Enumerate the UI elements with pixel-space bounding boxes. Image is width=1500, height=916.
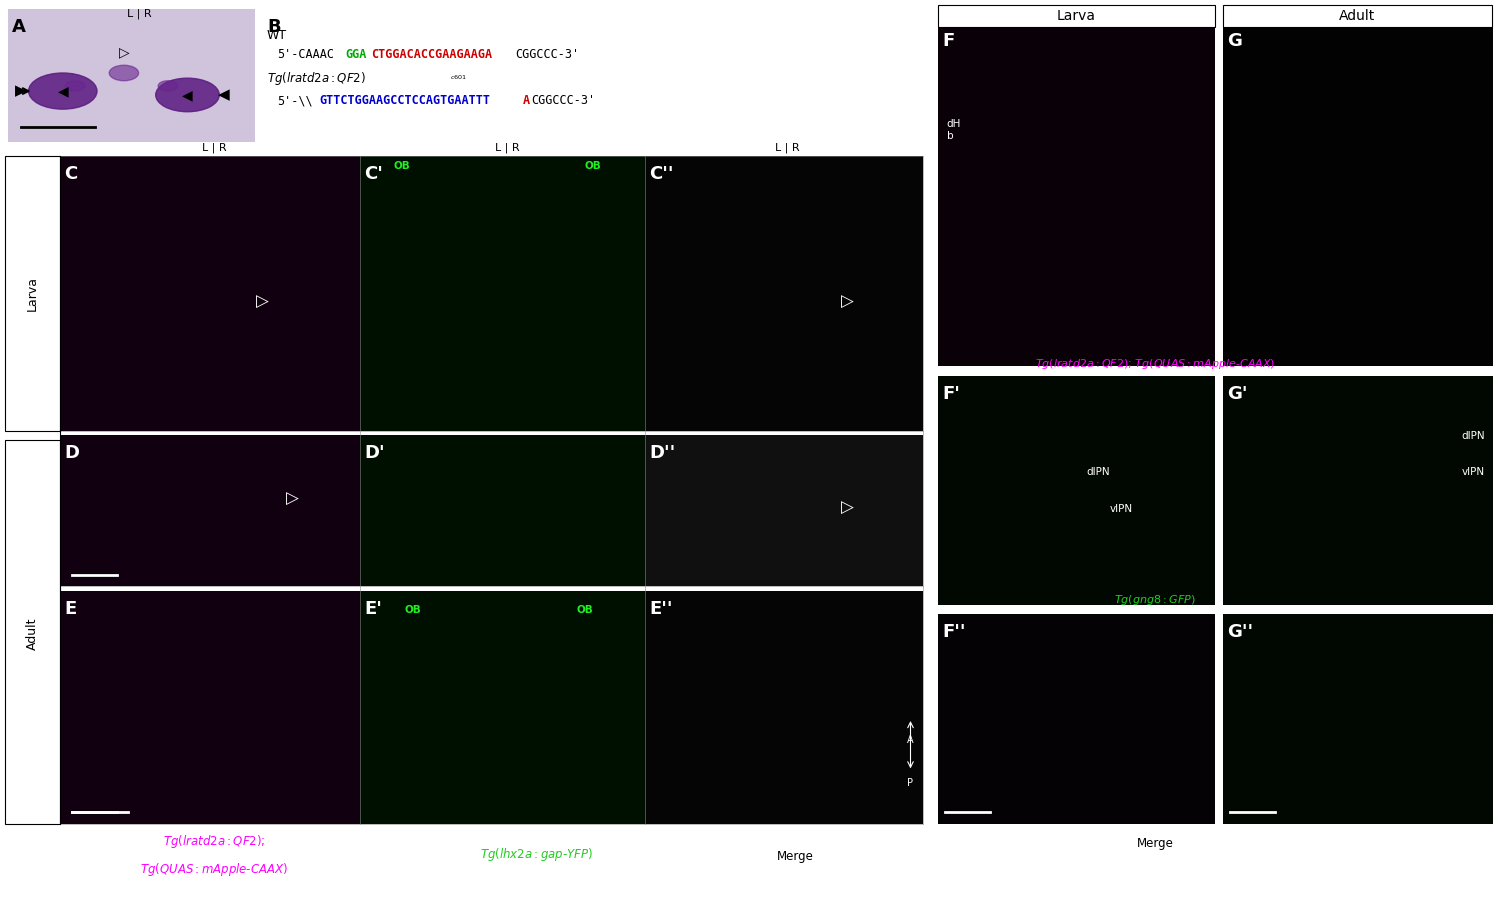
Text: B: B	[267, 18, 280, 37]
Bar	[1222, 614, 1492, 824]
Text: $\it{Tg(lratd2a:QF2)}$; $\it{Tg(QUAS:mApple\text{-}CAAX)}$: $\it{Tg(lratd2a:QF2)}$; $\it{Tg(QUAS:mAp…	[1035, 357, 1275, 371]
Text: G: G	[1227, 32, 1242, 50]
Text: dIPN: dIPN	[1461, 431, 1485, 441]
Bar	[360, 591, 645, 824]
Text: A: A	[12, 18, 26, 37]
Text: Larva: Larva	[26, 276, 39, 311]
Text: D'': D''	[650, 444, 675, 463]
FancyBboxPatch shape	[1222, 5, 1492, 27]
Text: ▷: ▷	[256, 293, 268, 311]
Text: E': E'	[364, 600, 382, 618]
Bar	[262, 9, 862, 142]
Text: P: P	[908, 779, 914, 788]
Text: A: A	[524, 94, 531, 107]
Text: A: A	[908, 736, 914, 745]
Circle shape	[110, 65, 138, 81]
Text: E: E	[64, 600, 76, 618]
Text: GGA: GGA	[345, 48, 366, 60]
Bar	[4, 440, 60, 824]
Text: Larva: Larva	[1056, 9, 1095, 23]
Bar	[938, 614, 1215, 824]
Text: Adult: Adult	[1340, 9, 1376, 23]
Text: F: F	[942, 32, 954, 50]
Text: G'': G''	[1227, 623, 1252, 641]
Bar	[360, 435, 645, 586]
Bar	[60, 435, 360, 586]
Text: CGGCCC-3': CGGCCC-3'	[514, 48, 579, 60]
Bar	[645, 591, 922, 824]
Text: C': C'	[364, 165, 384, 183]
Text: 5'-CAAAC: 5'-CAAAC	[278, 48, 334, 60]
Text: ▷: ▷	[842, 499, 854, 518]
Text: $^{c601}$: $^{c601}$	[450, 74, 466, 83]
Text: CTGGACACCGAAGAAGA: CTGGACACCGAAGAAGA	[370, 48, 492, 60]
Text: Adult: Adult	[26, 617, 39, 650]
Bar	[8, 9, 255, 142]
Text: Merge: Merge	[777, 850, 813, 863]
Text: OB: OB	[393, 161, 411, 171]
Text: F'': F''	[942, 623, 966, 641]
Text: GTTCTGGAAGCCTCCAGTGAATTT: GTTCTGGAAGCCTCCAGTGAATTT	[320, 94, 490, 107]
Text: $\it{Tg(QUAS:mApple\text{-}CAAX)}$: $\it{Tg(QUAS:mApple\text{-}CAAX)}$	[141, 860, 288, 878]
Text: vIPN: vIPN	[1462, 467, 1485, 477]
Text: G': G'	[1227, 385, 1248, 403]
Bar	[645, 156, 922, 431]
Bar	[360, 156, 645, 431]
Circle shape	[28, 73, 98, 109]
Text: ◀: ◀	[57, 84, 68, 98]
Bar	[1222, 23, 1492, 366]
Text: dIPN: dIPN	[1086, 467, 1110, 477]
Text: vIPN: vIPN	[1110, 504, 1132, 514]
Bar	[4, 156, 60, 431]
Text: WT: WT	[267, 29, 286, 42]
Circle shape	[158, 81, 177, 91]
Text: F': F'	[942, 385, 960, 403]
Text: L | R: L | R	[495, 143, 519, 153]
Text: ◀: ◀	[219, 87, 230, 103]
Text: ▷: ▷	[286, 490, 298, 508]
Text: ▷: ▷	[842, 293, 854, 311]
Bar	[1222, 376, 1492, 605]
Text: L | R: L | R	[776, 143, 800, 153]
Text: Merge: Merge	[1137, 837, 1173, 850]
Text: $\it{Tg(lratd2a:QF2)}$: $\it{Tg(lratd2a:QF2)}$	[267, 70, 366, 87]
Text: D: D	[64, 444, 80, 463]
Text: $\it{Tg(gng8:GFP)}$: $\it{Tg(gng8:GFP)}$	[1114, 594, 1196, 607]
Text: D': D'	[364, 444, 386, 463]
Text: C: C	[64, 165, 78, 183]
Text: L | R: L | R	[202, 143, 226, 153]
Bar	[938, 23, 1215, 366]
Text: ▶: ▶	[15, 83, 27, 99]
Text: 5'-\\: 5'-\\	[278, 94, 314, 107]
Bar	[60, 591, 360, 824]
Text: E'': E''	[650, 600, 674, 618]
Text: C'': C''	[650, 165, 674, 183]
Text: $\it{Tg(lhx2a:gap\text{-}YFP)}$: $\it{Tg(lhx2a:gap\text{-}YFP)}$	[480, 845, 594, 863]
Circle shape	[64, 81, 86, 91]
Text: OB: OB	[584, 161, 602, 171]
Text: L | R: L | R	[128, 8, 152, 18]
Text: ◀: ◀	[182, 88, 194, 102]
Text: $\it{Tg(lratd2a:QF2)}$;: $\it{Tg(lratd2a:QF2)}$;	[164, 833, 266, 850]
Circle shape	[156, 78, 219, 112]
Text: CGGCCC-3': CGGCCC-3'	[531, 94, 596, 107]
Text: OB: OB	[404, 605, 422, 615]
Text: ▷: ▷	[118, 45, 129, 60]
Bar	[938, 376, 1215, 605]
Text: dH
b: dH b	[946, 119, 962, 141]
Text: OB: OB	[576, 605, 594, 615]
Bar	[645, 435, 922, 586]
Bar	[60, 156, 360, 431]
FancyBboxPatch shape	[938, 5, 1215, 27]
